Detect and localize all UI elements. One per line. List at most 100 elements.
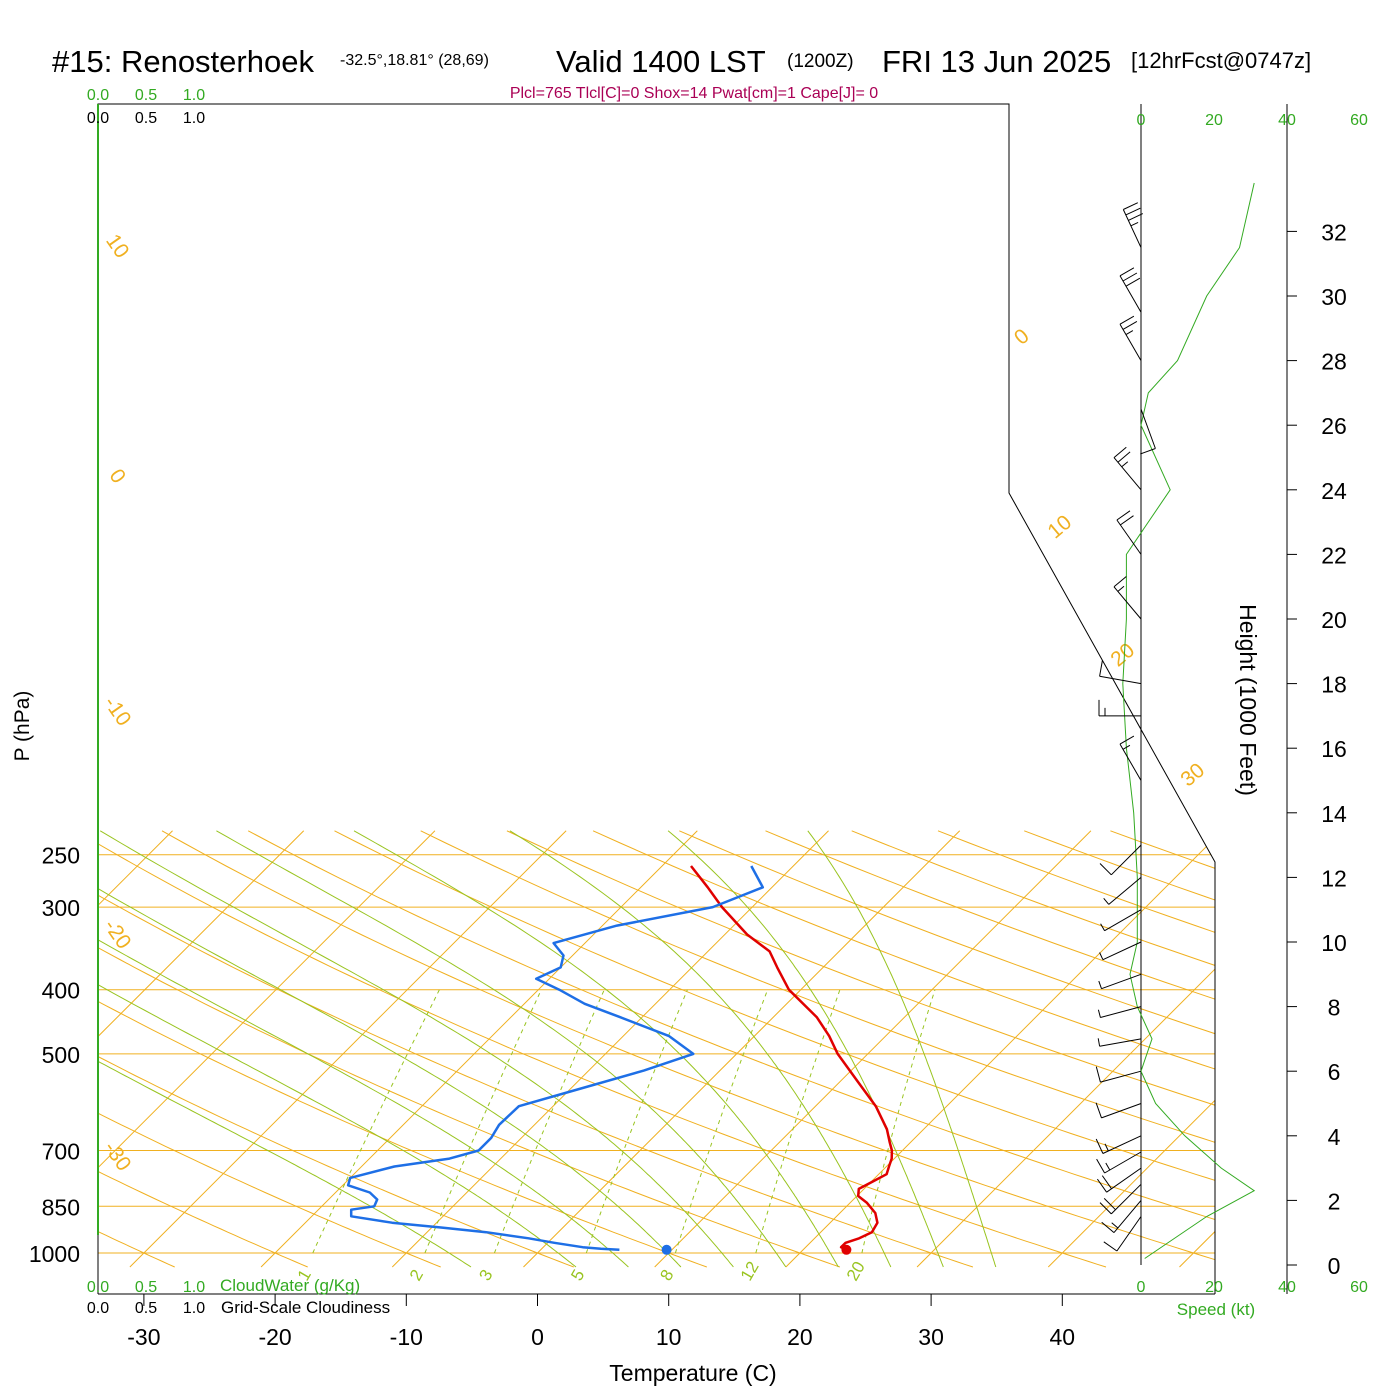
pressure-tick-label: 250 — [42, 843, 80, 869]
wind-barb — [1119, 267, 1142, 313]
wind-barb — [1098, 973, 1142, 990]
height-tick-label: 0 — [1328, 1253, 1341, 1279]
moist-adiabat-line — [99, 830, 734, 1268]
valid-date: FRI 13 Jun 2025 — [882, 44, 1111, 79]
mixing-ratio-line — [424, 989, 542, 1254]
cloudiness-tick-top: 1.0 — [183, 110, 205, 127]
station-coords: -32.5°,18.81° (28,69) — [340, 52, 489, 69]
wind-barb — [1098, 699, 1141, 717]
height-tick-label: 8 — [1328, 995, 1341, 1021]
height-tick-label: 24 — [1321, 478, 1347, 504]
dry-adiabat-line — [98, 830, 707, 1268]
mixing-ratio-line — [312, 989, 440, 1254]
isotherm-line — [98, 830, 305, 1268]
cloudwater-tick-top: 0.0 — [87, 87, 109, 104]
height-tick-label: 22 — [1321, 542, 1347, 568]
station-title: #15: Renosterhoek — [52, 44, 314, 79]
moist-adiabat-line — [509, 830, 892, 1268]
dry-adiabat-line — [334, 830, 1215, 1268]
temperature-line — [690, 865, 894, 1251]
pressure-tick-label: 400 — [42, 978, 80, 1004]
pressure-tick-label: 1000 — [29, 1241, 80, 1267]
moist-adiabat-line — [98, 830, 472, 1268]
wind-barb — [1119, 315, 1142, 361]
isotherm-line — [391, 830, 829, 1268]
height-tick-label: 16 — [1321, 736, 1347, 762]
wind-barb — [1096, 1167, 1142, 1193]
height-tick-label: 18 — [1321, 672, 1347, 698]
dry-adiabat-line — [98, 830, 974, 1268]
speed-tick-top: 0 — [1137, 112, 1146, 129]
cloudwater-tick-top: 0.5 — [135, 87, 157, 104]
dry-adiabat-line — [98, 830, 574, 1268]
speed-tick-top: 40 — [1278, 112, 1296, 129]
cloudiness-tick-bottom: 0.5 — [135, 1300, 157, 1317]
height-axis-title: Height (1000 Feet) — [1235, 604, 1261, 796]
height-tick-label: 2 — [1328, 1188, 1341, 1214]
dry-adiabat-line — [161, 830, 1215, 1268]
moist-adiabat-line — [807, 830, 997, 1268]
dry-adiabat-line — [247, 830, 1215, 1268]
cloudiness-tick-bottom: 0.0 — [87, 1300, 109, 1317]
pressure-tick-label: 700 — [42, 1139, 80, 1165]
isotherm-line — [260, 830, 698, 1268]
wind-barb — [1119, 735, 1142, 781]
mixing-ratio-line — [861, 989, 936, 1254]
mixing-ratio-line — [755, 989, 841, 1254]
wind-barb — [1140, 408, 1156, 455]
wind-speed-profile — [1122, 182, 1256, 1259]
wind-barb — [1096, 1151, 1142, 1174]
height-tick-label: 28 — [1321, 349, 1347, 375]
mixing-ratio-line — [674, 989, 769, 1254]
stability-indices: Plcl=765 Tlcl[C]=0 Shox=14 Pwat[cm]=1 Ca… — [510, 85, 878, 102]
wind-barb — [1103, 877, 1142, 905]
wind-barb — [1100, 909, 1142, 932]
dry-adiabat-line — [765, 830, 1215, 1268]
wind-barb — [1099, 844, 1142, 876]
moist-adiabat-line — [353, 830, 839, 1268]
background-grid — [98, 830, 1215, 1268]
wind-barb — [1095, 1135, 1142, 1154]
height-tick-label: 4 — [1328, 1124, 1341, 1150]
height-tick-label: 30 — [1321, 284, 1347, 310]
wind-barb — [1122, 202, 1144, 248]
utc-time: (1200Z) — [787, 51, 854, 72]
cloudwater-tick-bottom: 0.0 — [87, 1279, 109, 1296]
height-tick-label: 6 — [1328, 1059, 1341, 1085]
isotherm-line — [1047, 830, 1215, 1268]
dewpoint-line — [346, 865, 765, 1252]
dry-adiabat-line — [420, 830, 1215, 1268]
wind-barb — [1095, 1066, 1142, 1083]
x-tick-label: 40 — [1050, 1324, 1076, 1350]
surface-temperature-dot — [841, 1244, 852, 1255]
cloudiness-tick-top: 0.0 — [87, 110, 109, 127]
wind-barb — [1103, 1216, 1142, 1252]
mixing-ratio-line — [585, 989, 688, 1254]
x-tick-label: -20 — [258, 1324, 291, 1350]
wind-barb — [1095, 1102, 1142, 1119]
moist-adiabat-line — [98, 830, 577, 1268]
wind-barb — [1097, 1006, 1142, 1018]
cloudwater-label: CloudWater (g/Kg) — [220, 1276, 360, 1295]
x-tick-label: 0 — [531, 1324, 544, 1350]
pressure-tick-label: 850 — [42, 1194, 80, 1220]
height-tick-label: 26 — [1321, 413, 1347, 439]
y-axis-title: P (hPa) — [11, 691, 34, 762]
wind-barb — [1099, 941, 1142, 961]
isotherm-line — [654, 830, 1092, 1268]
isotherm-line — [916, 830, 1215, 1268]
isotherm-line — [129, 830, 567, 1268]
wind-barb — [1099, 660, 1142, 685]
dry-adiabat-line — [506, 830, 1215, 1268]
wind-barb — [1113, 576, 1142, 620]
cloudwater-tick-bottom: 1.0 — [183, 1279, 205, 1296]
forecast-info: [12hrFcst@0747z] — [1131, 48, 1311, 73]
wind-barb — [1101, 1200, 1142, 1233]
moist-adiabat-line — [98, 830, 682, 1268]
valid-time: Valid 1400 LST — [556, 44, 766, 79]
mixing-ratio-line — [493, 989, 605, 1254]
cloudwater-tick-bottom: 0.5 — [135, 1279, 157, 1296]
pressure-tick-label: 300 — [42, 895, 80, 921]
x-tick-label: -10 — [390, 1324, 423, 1350]
wind-barb — [1099, 1183, 1142, 1215]
